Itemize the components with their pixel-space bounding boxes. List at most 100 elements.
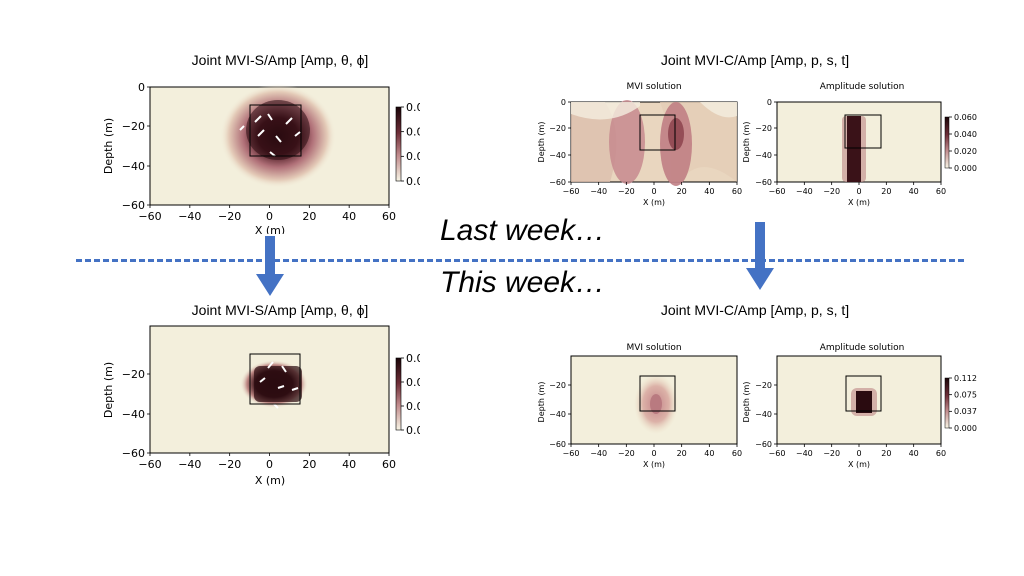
y-tick-label: −40: [755, 410, 772, 419]
s-last-ylabel: Depth (m): [102, 118, 115, 174]
x-tick-label: 60: [936, 187, 946, 196]
cbar-tick-label: 0.020: [954, 147, 977, 156]
cbar-tick-label: 0.006: [406, 150, 420, 163]
x-tick-label: −40: [178, 458, 201, 471]
c-this-amp-xlabel: X (m): [848, 460, 870, 469]
c-last-mvi-ylabel: Depth (m): [537, 122, 546, 163]
c-last-amp-xlabel: X (m): [848, 198, 870, 207]
s-this-title: Joint MVI-S/Amp [Amp, θ, ϕ]: [191, 302, 369, 318]
x-tick-label: −20: [618, 449, 635, 458]
x-tick-label: 0: [856, 449, 861, 458]
y-tick-label: 0: [138, 81, 145, 94]
s-last-title: Joint MVI-S/Amp [Amp, θ, ϕ]: [191, 52, 369, 68]
week-divider: [76, 259, 964, 262]
x-tick-label: 20: [881, 449, 891, 458]
y-tick-label: 0: [561, 98, 566, 107]
x-tick-label: −40: [590, 449, 607, 458]
x-tick-label: −60: [769, 449, 786, 458]
x-tick-label: 20: [302, 458, 316, 471]
x-tick-label: 60: [936, 449, 946, 458]
y-tick-label: −40: [755, 151, 772, 160]
x-tick-label: 20: [881, 187, 891, 196]
c-last-amp-plot-axes: −60 −40 −20 0 20 40 60 0 −20 −40 −60 0.060 0.040 0.02…: [755, 98, 977, 196]
x-tick-label: 0: [651, 187, 656, 196]
y-tick-label: −20: [755, 381, 772, 390]
x-tick-label: −20: [218, 458, 241, 471]
x-tick-label: 40: [704, 187, 714, 196]
x-tick-label: 40: [704, 449, 714, 458]
cbar-tick-label: 0.112: [954, 374, 977, 383]
x-tick-label: −60: [138, 210, 161, 223]
y-tick-label: −60: [122, 199, 145, 212]
c-last-amp-plot: X (m) Depth (m) −60 −40 −20 0 20 40 600−20−40−…: [742, 98, 977, 207]
c-this-mvi-subtitle: MVI solution: [626, 343, 682, 353]
y-tick-label: −60: [755, 440, 772, 449]
c-last-mvi-subtitle: MVI solution: [626, 82, 682, 92]
c-this-amp-plot-axes: −60 −40 −20 0 20 40 60 −20 −40 −60 0.112 0.075 0.037…: [755, 374, 977, 458]
y-tick-label: 0: [767, 98, 772, 107]
c-this-amp-ylabel: Depth (m): [742, 382, 751, 423]
c-last-mvi-xlabel: X (m): [643, 198, 665, 207]
c-this-amp-plot: X (m) Depth (m) −60 −40 −20 0 20 40 60−20−40−6…: [742, 355, 977, 469]
s-this-ylabel: Depth (m): [102, 362, 115, 418]
y-tick-label: −40: [549, 410, 566, 419]
x-tick-label: −40: [178, 210, 201, 223]
y-tick-label: −20: [755, 124, 772, 133]
y-tick-label: −60: [122, 447, 145, 460]
x-tick-label: −60: [563, 187, 580, 196]
y-tick-label: −20: [122, 368, 145, 381]
left-down-arrow: [256, 236, 284, 296]
x-tick-label: 60: [382, 210, 396, 223]
y-tick-label: −40: [549, 151, 566, 160]
cbar-tick-label: 0.000: [954, 164, 977, 173]
x-tick-label: 40: [909, 187, 919, 196]
x-tick-label: 40: [342, 210, 356, 223]
x-tick-label: 0: [266, 458, 273, 471]
s-this-plot-axes: −60 −40 −20 0 20 40 60 −20 −40 −60 0.040 0.027 0.013…: [122, 352, 420, 471]
x-tick-label: 0: [856, 187, 861, 196]
c-this-amp-subtitle: Amplitude solution: [819, 343, 905, 353]
cbar-tick-label: 0.040: [954, 130, 977, 139]
cbar-tick-label: 0.027: [406, 376, 420, 389]
c-last-mvi-plot-axes: −60 −40 −20 0 20 40 60 0 −20 −40 −60: [549, 98, 742, 196]
y-tick-label: −40: [122, 160, 145, 173]
cbar-tick-label: 0.000: [406, 175, 420, 188]
x-tick-label: 0: [266, 210, 273, 223]
y-tick-label: −60: [549, 178, 566, 187]
cbar-tick-label: 0.017: [406, 101, 420, 114]
x-tick-label: 0: [651, 449, 656, 458]
cbar-tick-label: 0.011: [406, 126, 420, 139]
x-tick-label: −20: [823, 187, 840, 196]
c-this-mvi-plot: X (m) Depth (m) −60 −40 −20 0 20 40 60−20−40−6…: [537, 355, 742, 469]
x-tick-label: 20: [302, 210, 316, 223]
y-tick-label: −60: [549, 440, 566, 449]
y-tick-label: −60: [755, 178, 772, 187]
s-last-plot-axes: −60 −40 −20 0 20 40 60 0 −20 −40 −60 0.017 0.011 0.00…: [122, 81, 420, 223]
cbar-tick-label: 0.000: [406, 424, 420, 437]
c-this-mvi-plot-axes: −60 −40 −20 0 20 40 60 −20 −40 −60: [549, 381, 742, 458]
x-tick-label: 20: [677, 187, 687, 196]
x-tick-label: 40: [342, 458, 356, 471]
x-tick-label: 60: [732, 449, 742, 458]
cbar-tick-label: 0.013: [406, 400, 420, 413]
x-tick-label: −60: [563, 449, 580, 458]
this-week-label: This week…: [440, 266, 606, 299]
x-tick-label: −40: [796, 449, 813, 458]
x-tick-label: −60: [769, 187, 786, 196]
y-tick-label: −20: [549, 381, 566, 390]
x-tick-label: 20: [677, 449, 687, 458]
cbar-tick-label: 0.037: [954, 407, 977, 416]
c-this-title: Joint MVI-C/Amp [Amp, p, s, t]: [660, 302, 850, 318]
c-this-mvi-ylabel: Depth (m): [537, 382, 546, 423]
s-this-xlabel: X (m): [255, 474, 285, 487]
c-last-mvi-plot: X (m) Depth (m) −60 −40 −20 0 20 40 600−20−40−…: [537, 98, 742, 207]
s-this-plot: X (m) Depth (m) −60 −40 −20 0 20 40 60−20−40−6…: [102, 325, 420, 487]
s-last-plot: X (m) Depth (m) −60 −40 −20 0 20 40 600−20−40−…: [102, 81, 420, 234]
y-tick-label: −40: [122, 408, 145, 421]
x-tick-label: −40: [590, 187, 607, 196]
x-tick-label: 60: [382, 458, 396, 471]
x-tick-label: 40: [909, 449, 919, 458]
x-tick-label: 60: [732, 187, 742, 196]
x-tick-label: −20: [618, 187, 635, 196]
x-tick-label: −20: [218, 210, 241, 223]
